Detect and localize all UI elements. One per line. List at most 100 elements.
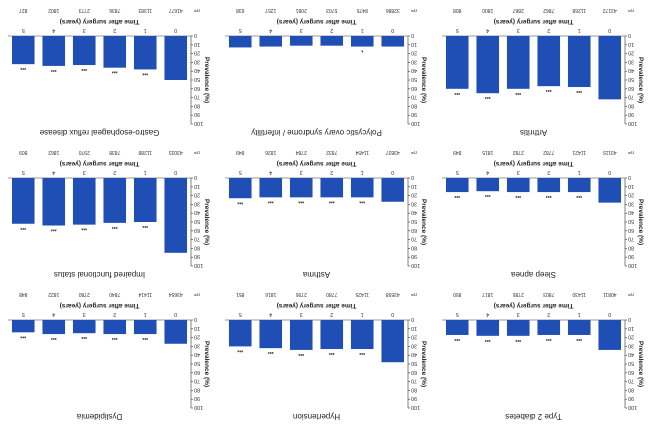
y-tick-label: 90 <box>628 395 634 401</box>
y-tick-label: 90 <box>411 111 417 117</box>
y-tick-label: 0 <box>194 32 197 38</box>
sample-size-label: 11425 <box>355 291 369 297</box>
y-tick-label: 20 <box>411 50 417 56</box>
sample-size-label: 7862 <box>543 7 554 13</box>
bar <box>445 320 469 335</box>
significance-label: * <box>361 47 363 53</box>
sample-size-label: 2867 <box>512 7 523 13</box>
sample-size-label: 7838 <box>109 149 120 155</box>
chart-panel-8: Polycystic ovary syndrome / infertility 0… <box>225 7 427 137</box>
significance-label: *** <box>454 192 460 198</box>
x-tick-label: 5 <box>22 27 25 33</box>
y-tick-label: 10 <box>628 183 634 189</box>
x-axis-label: Time after surgery (years) <box>60 18 140 25</box>
y-tick-label: 80 <box>194 386 200 392</box>
x-tick-label: 4 <box>269 311 272 317</box>
chart-panel-1: Type 2 diabetes0102030405060708090100Pre… <box>442 291 644 421</box>
bar <box>506 320 530 336</box>
bar <box>103 320 127 335</box>
y-tick-label: 80 <box>411 244 417 250</box>
significance-label: *** <box>546 86 552 92</box>
x-tick-label: 3 <box>83 311 86 317</box>
y-tick-label: 40 <box>411 209 417 215</box>
bar <box>11 320 35 333</box>
sample-size-label: 41677 <box>169 7 183 13</box>
y-tick-label: 80 <box>628 386 634 392</box>
x-tick-label: 3 <box>517 169 520 175</box>
y-tick-label: 60 <box>194 227 200 233</box>
significance-label: *** <box>268 348 274 354</box>
y-tick-label: 60 <box>628 369 634 375</box>
x-tick-label: 4 <box>486 169 489 175</box>
sample-size-label: 808 <box>453 7 462 13</box>
y-tick-label: 20 <box>194 192 200 198</box>
significance-label: *** <box>576 192 582 198</box>
y-tick-label: 50 <box>194 360 200 366</box>
y-tick-label: 80 <box>628 244 634 250</box>
y-tick-label: 20 <box>628 334 634 340</box>
sample-size-label: 2970 <box>78 149 89 155</box>
x-tick-label: 5 <box>456 27 459 33</box>
significance-label: *** <box>576 87 582 93</box>
significance-label: *** <box>81 65 87 71</box>
chart-title: Arthritis <box>520 128 547 137</box>
y-tick-label: 90 <box>411 395 417 401</box>
sample-size-label: 1257 <box>265 7 276 13</box>
x-tick-label: 4 <box>52 27 55 33</box>
y-tick-label: 90 <box>194 395 200 401</box>
y-axis-label: Prevalence (%) <box>203 57 210 103</box>
x-axis-label: Time after surgery (years) <box>277 302 357 309</box>
x-tick-label: 5 <box>239 311 242 317</box>
bar <box>381 36 405 47</box>
y-tick-label: 60 <box>194 369 200 375</box>
y-axis-label: Prevalence (%) <box>420 57 427 103</box>
y-tick-label: 70 <box>194 378 200 384</box>
n-label: n= <box>411 291 417 297</box>
sample-size-label: 638 <box>236 7 245 13</box>
x-tick-label: 1 <box>578 169 581 175</box>
significance-label: *** <box>454 89 460 95</box>
x-tick-label: 1 <box>361 27 364 33</box>
sample-size-label: 8475 <box>356 7 367 13</box>
bar <box>445 36 469 89</box>
y-tick-label: 40 <box>411 351 417 357</box>
x-tick-label: 0 <box>391 169 394 175</box>
y-tick-label: 0 <box>628 316 631 322</box>
n-label: n= <box>194 291 200 297</box>
significance-label: *** <box>515 89 521 95</box>
sample-size-label: 2785 <box>512 291 523 297</box>
bar <box>537 36 561 87</box>
bar <box>320 178 344 198</box>
x-axis-label: Time after surgery (years) <box>277 18 357 25</box>
y-tick-label: 80 <box>628 102 634 108</box>
bar <box>567 36 591 88</box>
y-tick-label: 10 <box>411 41 417 47</box>
y-axis-label: Prevalence (%) <box>203 199 210 245</box>
bar <box>320 320 344 350</box>
significance-label: *** <box>237 198 243 204</box>
y-tick-label: 60 <box>411 369 417 375</box>
y-tick-label: 80 <box>411 386 417 392</box>
bar <box>598 36 622 100</box>
significance-label: *** <box>51 226 57 232</box>
sample-size-label: 43172 <box>603 7 617 13</box>
y-tick-label: 70 <box>628 378 634 384</box>
bar <box>289 178 313 198</box>
x-tick-label: 0 <box>174 27 177 33</box>
bar <box>320 36 344 46</box>
bar <box>133 320 157 335</box>
bar <box>381 178 405 202</box>
x-tick-label: 1 <box>578 311 581 317</box>
significance-label: *** <box>20 224 26 230</box>
x-tick-label: 1 <box>361 311 364 317</box>
y-tick-label: 30 <box>628 200 634 206</box>
significance-label: *** <box>576 335 582 341</box>
significance-label: *** <box>51 334 57 340</box>
sample-size-label: 43558 <box>386 291 400 297</box>
y-tick-label: 30 <box>411 342 417 348</box>
bar <box>259 320 283 349</box>
significance-label: *** <box>112 334 118 340</box>
significance-label: *** <box>329 197 335 203</box>
chart-title: Sleep apnea <box>510 270 555 279</box>
